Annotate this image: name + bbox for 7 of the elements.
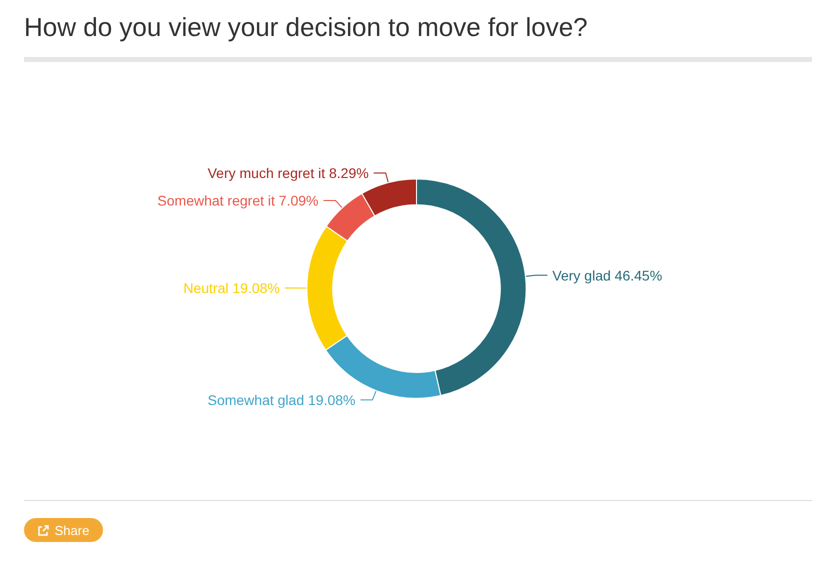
- slice-label: Neutral 19.08%: [183, 280, 280, 296]
- slice-label: Very glad 46.45%: [552, 267, 662, 284]
- share-button: Share: [24, 518, 103, 542]
- chart-title: How do you view your decision to move for love?: [24, 12, 588, 43]
- slice-label: Very much regret it 8.29%: [208, 164, 369, 181]
- slice-label: Somewhat glad 19.08%: [208, 392, 356, 408]
- slice-label: Somewhat regret it 7.09%: [157, 192, 318, 209]
